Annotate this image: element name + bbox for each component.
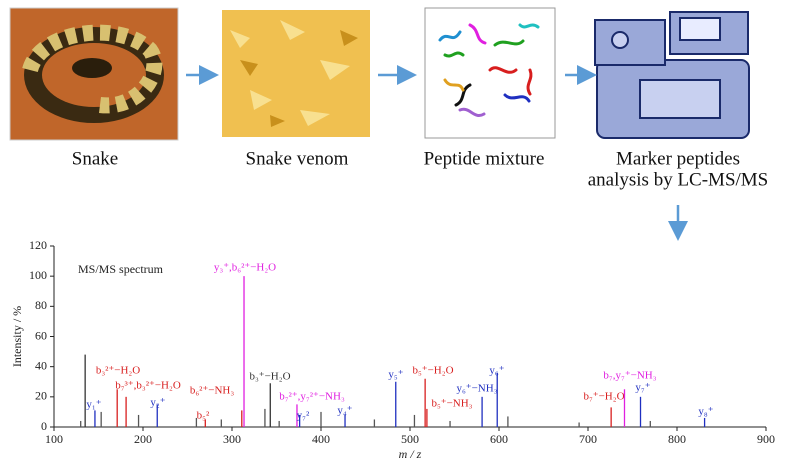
annotation: MS/MS spectrum (78, 262, 164, 276)
x-tick-label: 100 (45, 432, 63, 446)
x-tick-label: 600 (490, 432, 508, 446)
step-label: Marker peptides (616, 148, 740, 169)
peak-label: y₅⁺ (388, 369, 403, 381)
y-tick-label: 100 (29, 268, 47, 282)
peptide-image (424, 7, 556, 139)
peak-label: b₃²⁺−H₂O (96, 365, 140, 377)
y-tick-label: 0 (41, 419, 47, 433)
peak-label: y₄⁺ (337, 405, 352, 417)
y-tick-label: 80 (35, 298, 47, 312)
peak-label: b₅⁺−NH₃ (431, 398, 472, 410)
venom-image (222, 10, 370, 137)
peak-label: b₆²⁺−NH₃ (190, 385, 235, 397)
y-tick-label: 120 (29, 238, 47, 252)
peak-label: y₆⁺−NH₃ (456, 383, 497, 395)
peak-label: b₇³⁺,b₃²⁺−H₂O (115, 380, 181, 392)
peak-label: y₈⁺ (698, 406, 713, 418)
y-tick-label: 60 (35, 328, 47, 342)
step-label: analysis by LC-MS/MS (588, 169, 769, 190)
x-tick-label: 900 (757, 432, 775, 446)
x-axis-label: m / z (399, 447, 422, 459)
x-tick-label: 500 (401, 432, 419, 446)
peak-label: b₅⁺−H₂O (412, 365, 453, 377)
peak-label: b₇²⁺,y₇²⁺−NH₃ (279, 391, 345, 403)
peak-label: b₇,y₇⁺−NH₃ (603, 370, 656, 382)
arrows (186, 65, 688, 241)
y-tick-label: 20 (35, 389, 47, 403)
y-tick-label: 40 (35, 358, 47, 372)
step-label: Snake (72, 148, 118, 169)
y-axis-label: Intensity / % (10, 306, 24, 367)
peak-label: y₇⁺ (635, 382, 650, 394)
x-tick-label: 800 (668, 432, 686, 446)
snake-image (9, 7, 179, 141)
peak-label: b₃⁺−H₂O (249, 371, 290, 383)
step-label: Peptide mixture (424, 148, 545, 169)
peak-label: y₆⁺ (489, 365, 504, 377)
x-tick-label: 200 (134, 432, 152, 446)
step-label: Snake venom (246, 148, 349, 169)
peak-label: y₇² (297, 410, 310, 422)
workflow-labels: Snake Snake venom Peptide mixture Marker pe… (72, 148, 768, 190)
peak-label: y₂⁺ (150, 397, 165, 409)
x-tick-label: 400 (312, 432, 330, 446)
x-tick-label: 300 (223, 432, 241, 446)
x-tick-label: 700 (579, 432, 597, 446)
peak-label: y₁⁺ (86, 399, 101, 411)
peak-label: b₅² (197, 410, 210, 422)
instrument-image (594, 11, 750, 139)
peak-label: y₃⁺,b₆²⁺−H₂O (214, 262, 276, 274)
peak-label: b₇⁺−H₂O (583, 391, 624, 403)
spectrum: 0 20 40 60 80 100 120 100 200 300 400 500 600 700 800 9… (10, 238, 775, 459)
